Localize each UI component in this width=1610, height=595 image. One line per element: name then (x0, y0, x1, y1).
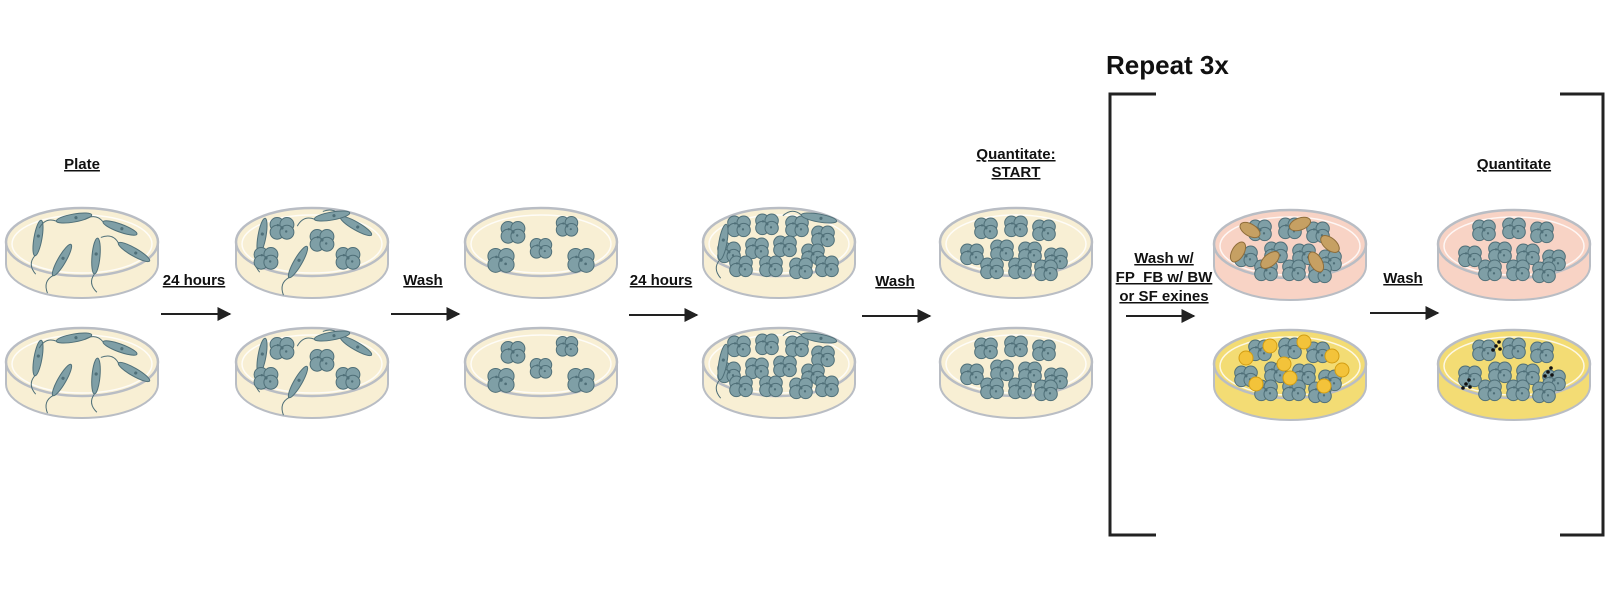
step-wash-label-2: Wash (875, 273, 914, 290)
right-bracket (1560, 92, 1605, 537)
repeat-wash-label-line3: or SF exines (1119, 288, 1208, 305)
dish-bottom-5 (938, 326, 1094, 419)
step-24-hours-label-1: 24 hours (163, 272, 226, 289)
dish-bottom-final (1436, 328, 1592, 421)
dish-bottom-sf-wash (1212, 328, 1368, 421)
dish-top-3 (463, 206, 619, 299)
dish-top-4 (701, 206, 857, 299)
quantitate-start-label-line2: START (992, 164, 1041, 181)
dish-top-2 (234, 206, 390, 299)
step-wash-label-1: Wash (403, 272, 442, 289)
dish-bottom-2 (234, 326, 390, 419)
dish-bottom-4 (701, 326, 857, 419)
dish-top-fp-wash (1212, 208, 1368, 301)
left-bracket (1108, 92, 1156, 537)
dish-top-1 (4, 206, 160, 299)
repeat-wash-label-line2: FP_FB w/ BW (1116, 269, 1214, 286)
quantitate-start-label-line1: Quantitate: (976, 146, 1055, 163)
plate-label: Plate (64, 156, 100, 173)
dish-top-final (1436, 208, 1592, 301)
dish-top-5 (938, 206, 1094, 299)
dish-bottom-1 (4, 326, 160, 419)
dish-bottom-3 (463, 326, 619, 419)
step-24-hours-label-2: 24 hours (630, 272, 693, 289)
repeat-title: Repeat 3x (1106, 50, 1229, 80)
petri-dishes (4, 206, 1592, 421)
step-wash-label-3: Wash (1383, 270, 1422, 287)
repeat-wash-label-line1: Wash w/ (1134, 250, 1194, 267)
quantitate-end-label: Quantitate (1477, 156, 1551, 173)
